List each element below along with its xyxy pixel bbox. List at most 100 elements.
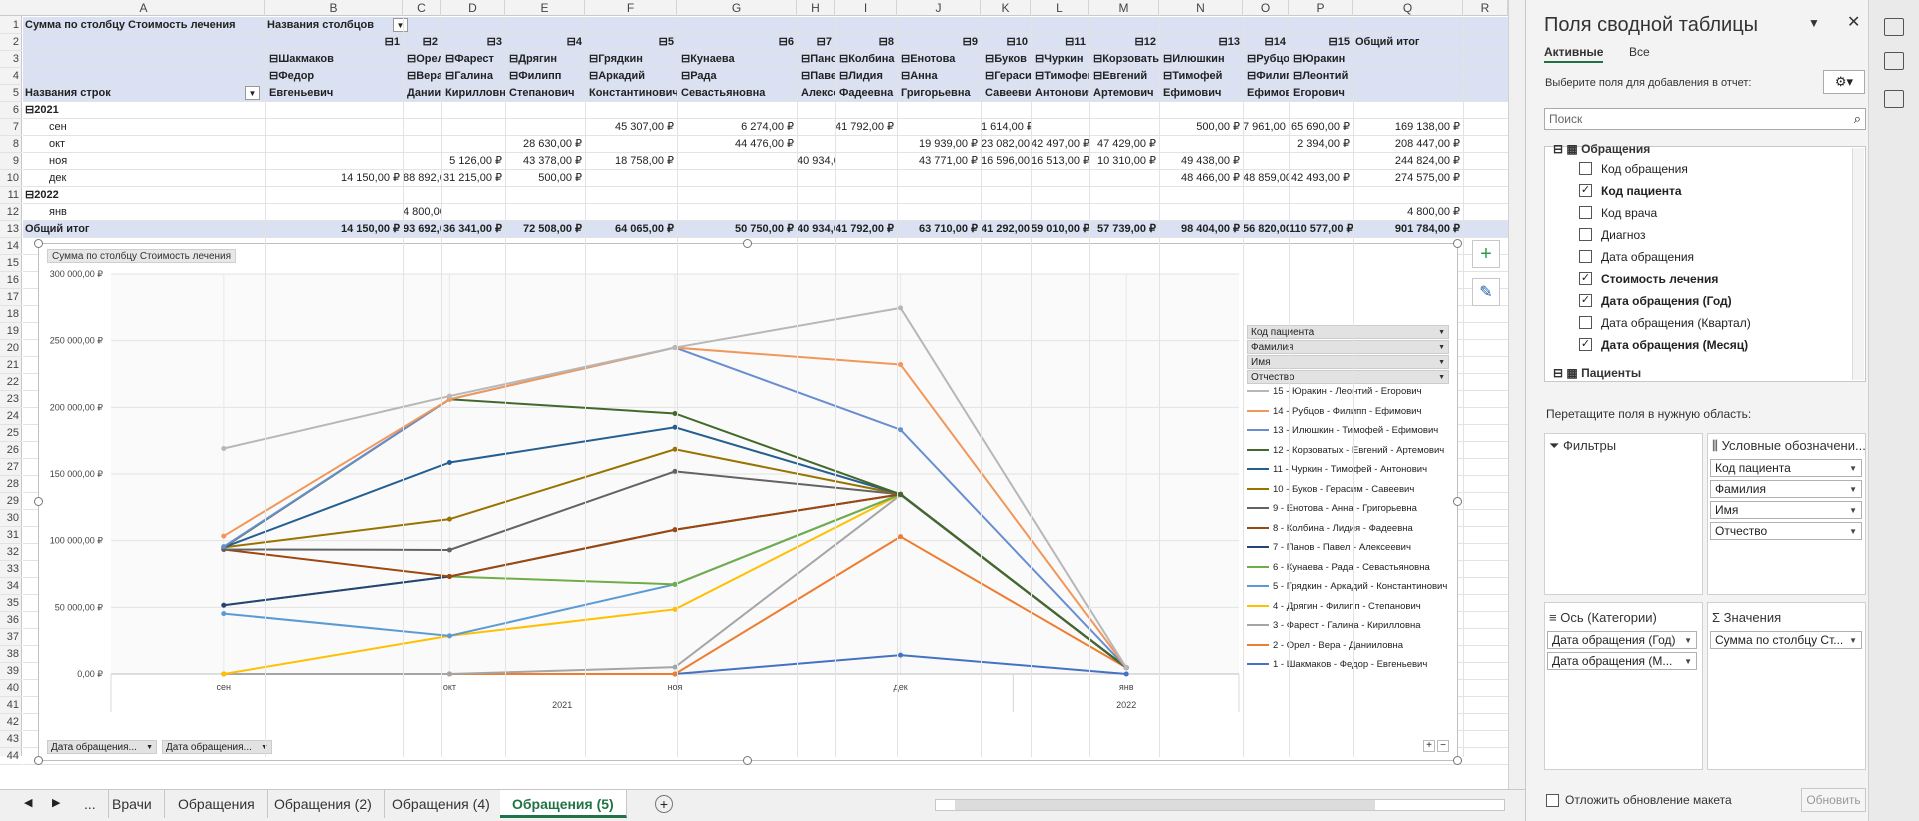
- chart-value-field-button[interactable]: Сумма по столбцу Стоимость лечения: [47, 249, 237, 263]
- pivot-icon[interactable]: [1884, 18, 1904, 36]
- pivot-patronymic-header[interactable]: Константинович: [589, 87, 677, 99]
- data-point[interactable]: [221, 611, 227, 617]
- legend-entry[interactable]: 15 - Юракин - Леонтий - Егорович: [1247, 384, 1422, 399]
- line-chart-svg[interactable]: 0,00 ₽ 50 000,00 ₽ 100 000,00 ₽ 150 000,00 …: [39, 244, 1459, 762]
- pivot-code-header[interactable]: ⊟12: [1134, 36, 1156, 48]
- column-header[interactable]: Q: [1353, 0, 1463, 16]
- pivot-code-header[interactable]: ⊟6: [778, 36, 794, 48]
- row-header[interactable]: 10: [0, 170, 22, 187]
- data-point[interactable]: [672, 671, 678, 677]
- legend-field-chip[interactable]: Отчество: [1710, 522, 1862, 540]
- tab-all-fields[interactable]: Все: [1629, 45, 1650, 59]
- pivot-name-header[interactable]: ⊟Леонтий: [1293, 70, 1349, 82]
- pivot-total-cell[interactable]: 41 792,00 ₽: [835, 223, 894, 235]
- pivot-value-cell[interactable]: 49 438,00 ₽: [1181, 155, 1240, 167]
- pivot-total-cell[interactable]: 56 820,00 ₽: [1243, 223, 1289, 235]
- pivot-code-header[interactable]: ⊟11: [1065, 36, 1086, 48]
- legend-field-button[interactable]: Имя: [1247, 355, 1449, 370]
- row-header[interactable]: 14: [0, 238, 22, 255]
- pivot-name-header[interactable]: ⊟Рада: [681, 70, 717, 82]
- row-header[interactable]: 4: [0, 68, 22, 85]
- pivot-name-header[interactable]: ⊟Тимофей: [1035, 70, 1089, 82]
- legend-entry[interactable]: 4 - Дрягин - Филипп - Степанович: [1247, 599, 1421, 614]
- chart-resize-handle[interactable]: [1453, 497, 1462, 506]
- row-header[interactable]: 41: [0, 697, 22, 714]
- pivot-code-header[interactable]: ⊟3: [486, 36, 502, 48]
- pivot-code-header[interactable]: ⊟15: [1328, 36, 1350, 48]
- pivot-year-row[interactable]: ⊟2022: [25, 189, 59, 201]
- pivot-total-cell[interactable]: 64 065,00 ₽: [615, 223, 674, 235]
- field-checkbox[interactable]: [1579, 162, 1592, 175]
- pivot-total-cell[interactable]: 50 750,00 ₽: [735, 223, 794, 235]
- pivot-value-cell[interactable]: 7 961,00 ₽: [1243, 121, 1289, 133]
- pivot-grand-total-row[interactable]: Общий итог: [25, 223, 90, 235]
- sheet-tab[interactable]: Обращения (5): [500, 790, 627, 818]
- row-header[interactable]: 28: [0, 476, 22, 493]
- column-filter-button[interactable]: ▼: [393, 18, 408, 32]
- document-icon[interactable]: [1884, 90, 1904, 108]
- chart-resize-handle[interactable]: [1453, 239, 1462, 248]
- row-header[interactable]: 43: [0, 731, 22, 748]
- pivot-chart[interactable]: Сумма по столбцу Стоимость лечения 0,00 …: [38, 243, 1458, 761]
- field-checkbox[interactable]: [1579, 206, 1592, 219]
- tab-next-arrow[interactable]: ▶: [52, 797, 61, 809]
- value-field-chip[interactable]: Сумма по столбцу Ст...: [1710, 631, 1862, 649]
- chart-resize-handle[interactable]: [34, 756, 43, 765]
- legend-entry[interactable]: 10 - Буков - Герасим - Савеевич: [1247, 482, 1414, 497]
- pivot-value-cell[interactable]: 274 575,00 ₽: [1394, 172, 1460, 184]
- legend-field-button[interactable]: Фамилия: [1247, 340, 1449, 355]
- values-zone[interactable]: [1707, 602, 1866, 770]
- pivot-name-header[interactable]: ⊟Павел: [801, 70, 835, 82]
- pivot-value-cell[interactable]: 4 800,00 ₽: [1407, 206, 1460, 218]
- row-header[interactable]: 6: [0, 102, 22, 119]
- row-header[interactable]: 22: [0, 374, 22, 391]
- chart-resize-handle[interactable]: [1453, 756, 1462, 765]
- pivot-value-cell[interactable]: 14 150,00 ₽: [341, 172, 400, 184]
- data-point[interactable]: [672, 468, 678, 474]
- pivot-value-cell[interactable]: 65 690,00 ₽: [1291, 121, 1350, 133]
- row-header[interactable]: 37: [0, 629, 22, 646]
- pivot-name-header[interactable]: ⊟Федор: [269, 70, 315, 82]
- pivot-value-cell[interactable]: 40 934,00 ₽: [797, 155, 835, 167]
- column-header[interactable]: P: [1289, 0, 1353, 16]
- data-point[interactable]: [672, 664, 678, 670]
- row-header[interactable]: 7: [0, 119, 22, 136]
- field-list[interactable]: [1544, 146, 1866, 382]
- row-header[interactable]: 42: [0, 714, 22, 731]
- pivot-surname-header[interactable]: ⊟Панов: [801, 53, 835, 65]
- row-header[interactable]: 33: [0, 561, 22, 578]
- row-header[interactable]: 9: [0, 153, 22, 170]
- sheet-tab[interactable]: ...: [72, 790, 109, 818]
- filters-zone[interactable]: [1544, 433, 1703, 595]
- pivot-value-cell[interactable]: 19 939,00 ₽: [919, 138, 978, 150]
- pivot-value-cell[interactable]: 48 859,00 ₽: [1243, 172, 1289, 184]
- field-list-scrollbar[interactable]: [1852, 148, 1864, 380]
- pivot-value-cell[interactable]: 169 138,00 ₽: [1394, 121, 1460, 133]
- legend-field-chip[interactable]: Код пациента: [1710, 459, 1862, 477]
- pivot-code-header[interactable]: ⊟1: [384, 36, 400, 48]
- pivot-code-header[interactable]: ⊟4: [566, 36, 582, 48]
- column-header[interactable]: O: [1243, 0, 1289, 16]
- pivot-name-header[interactable]: ⊟Филипп: [1247, 70, 1289, 82]
- pivot-total-cell[interactable]: 57 739,00 ₽: [1097, 223, 1156, 235]
- pivot-code-header[interactable]: ⊟9: [962, 36, 978, 48]
- legend-entry[interactable]: 13 - Илюшкин - Тимофей - Ефимович: [1247, 423, 1438, 438]
- field-item[interactable]: Дата обращения (Квартал): [1601, 316, 1751, 330]
- legend-entry[interactable]: 2 - Орел - Вера - Данииловна: [1247, 638, 1403, 653]
- pivot-name-header[interactable]: ⊟Филипп: [509, 70, 562, 82]
- field-checkbox[interactable]: ✓: [1579, 338, 1592, 351]
- horizontal-scroll-thumb[interactable]: [955, 800, 1375, 810]
- pivot-year-row[interactable]: ⊟2021: [25, 104, 59, 116]
- pivot-column-label[interactable]: Названия столбцов: [267, 19, 374, 31]
- pane-menu-chevron-icon[interactable]: ▼: [1808, 16, 1820, 30]
- pivot-surname-header[interactable]: ⊟Илюшкин: [1163, 53, 1225, 65]
- pivot-name-header[interactable]: ⊟Тимофей: [1163, 70, 1223, 82]
- pivot-code-header[interactable]: ⊟2: [422, 36, 438, 48]
- data-point[interactable]: [672, 527, 678, 533]
- field-item[interactable]: Код обращения: [1601, 162, 1688, 176]
- field-item[interactable]: Диагноз: [1601, 228, 1646, 242]
- data-point[interactable]: [446, 547, 452, 553]
- pivot-surname-header[interactable]: ⊟Чуркин: [1035, 53, 1084, 65]
- pivot-value-cell[interactable]: 42 493,00 ₽: [1291, 172, 1350, 184]
- pivot-patronymic-header[interactable]: Егорович: [1293, 87, 1345, 99]
